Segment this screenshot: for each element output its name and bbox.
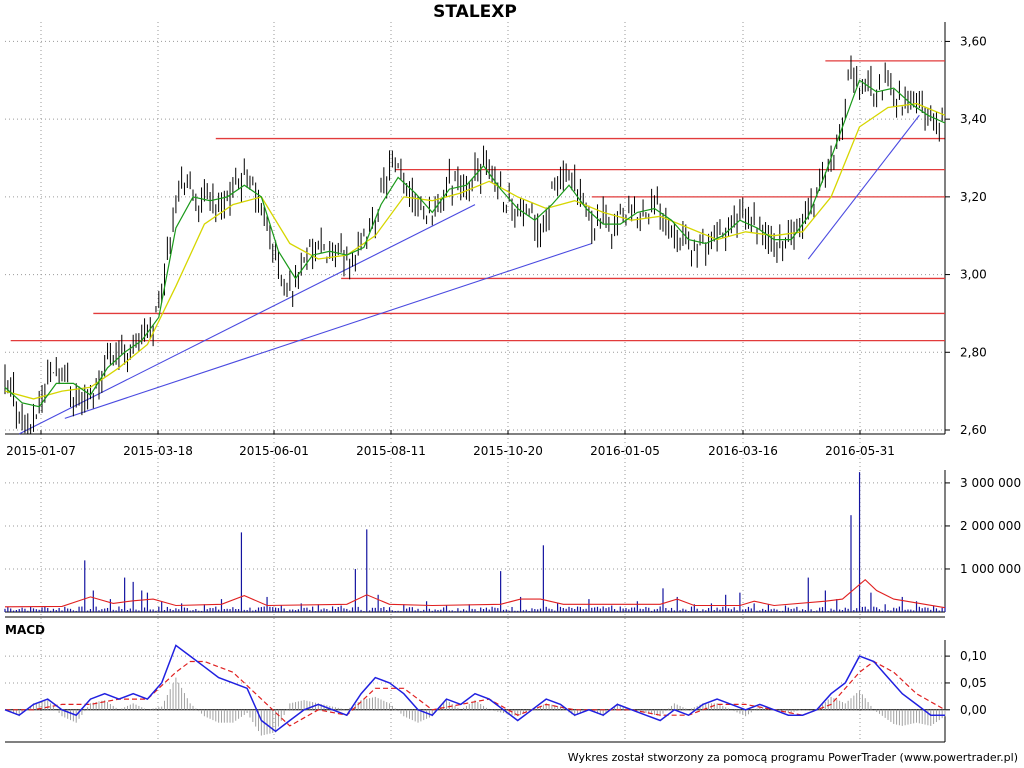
x-tick-label: 2016-01-05 (590, 444, 660, 458)
moving-average-fast (4, 79, 946, 408)
x-tick-label: 2015-08-11 (356, 444, 426, 458)
macd-line (4, 644, 945, 733)
price-panel: 2015-01-07 2015-03-18 2015-06-01 2015-08-11… (4, 22, 987, 742)
volume-average-line (4, 578, 946, 609)
y-tick-label: 2,80 (960, 345, 987, 359)
x-tick-label: 2015-03-18 (123, 444, 193, 458)
x-tick-label: 2016-03-16 (708, 444, 778, 458)
y-tick-label: 3,40 (960, 112, 987, 126)
y-tick-label: 3,00 (960, 268, 987, 282)
y-tick-label: 2,60 (960, 423, 987, 437)
trend-line (807, 114, 920, 260)
x-tick-label: 2015-10-20 (473, 444, 543, 458)
moving-average-slow (4, 102, 946, 400)
y-tick-label: 2 000 000 (960, 519, 1021, 533)
x-tick-label: 2016-05-31 (825, 444, 895, 458)
footer-credit: Wykres został stworzony za pomocą progra… (567, 751, 1018, 764)
macd-panel-label: MACD (5, 623, 45, 637)
macd-panel: 0,10 0,05 0,00 (4, 616, 987, 743)
chart-title: STALEXP (433, 2, 517, 22)
trend-line (18, 204, 476, 435)
y-tick-label: 0,05 (960, 676, 987, 690)
y-tick-label: 0,00 (960, 703, 987, 717)
y-tick-label: 3 000 000 (960, 476, 1021, 490)
x-tick-label: 2015-01-07 (6, 444, 76, 458)
y-tick-label: 3,60 (960, 34, 987, 48)
price-plot-area (5, 22, 949, 434)
trend-line (64, 242, 592, 419)
volume-panel: 3 000 000 2 000 000 1 000 000 (4, 470, 1021, 613)
y-tick-label: 3,20 (960, 190, 987, 204)
x-tick-label: 2015-06-01 (239, 444, 309, 458)
y-tick-label: 0,10 (960, 649, 987, 663)
y-tick-label: 1 000 000 (960, 562, 1021, 576)
